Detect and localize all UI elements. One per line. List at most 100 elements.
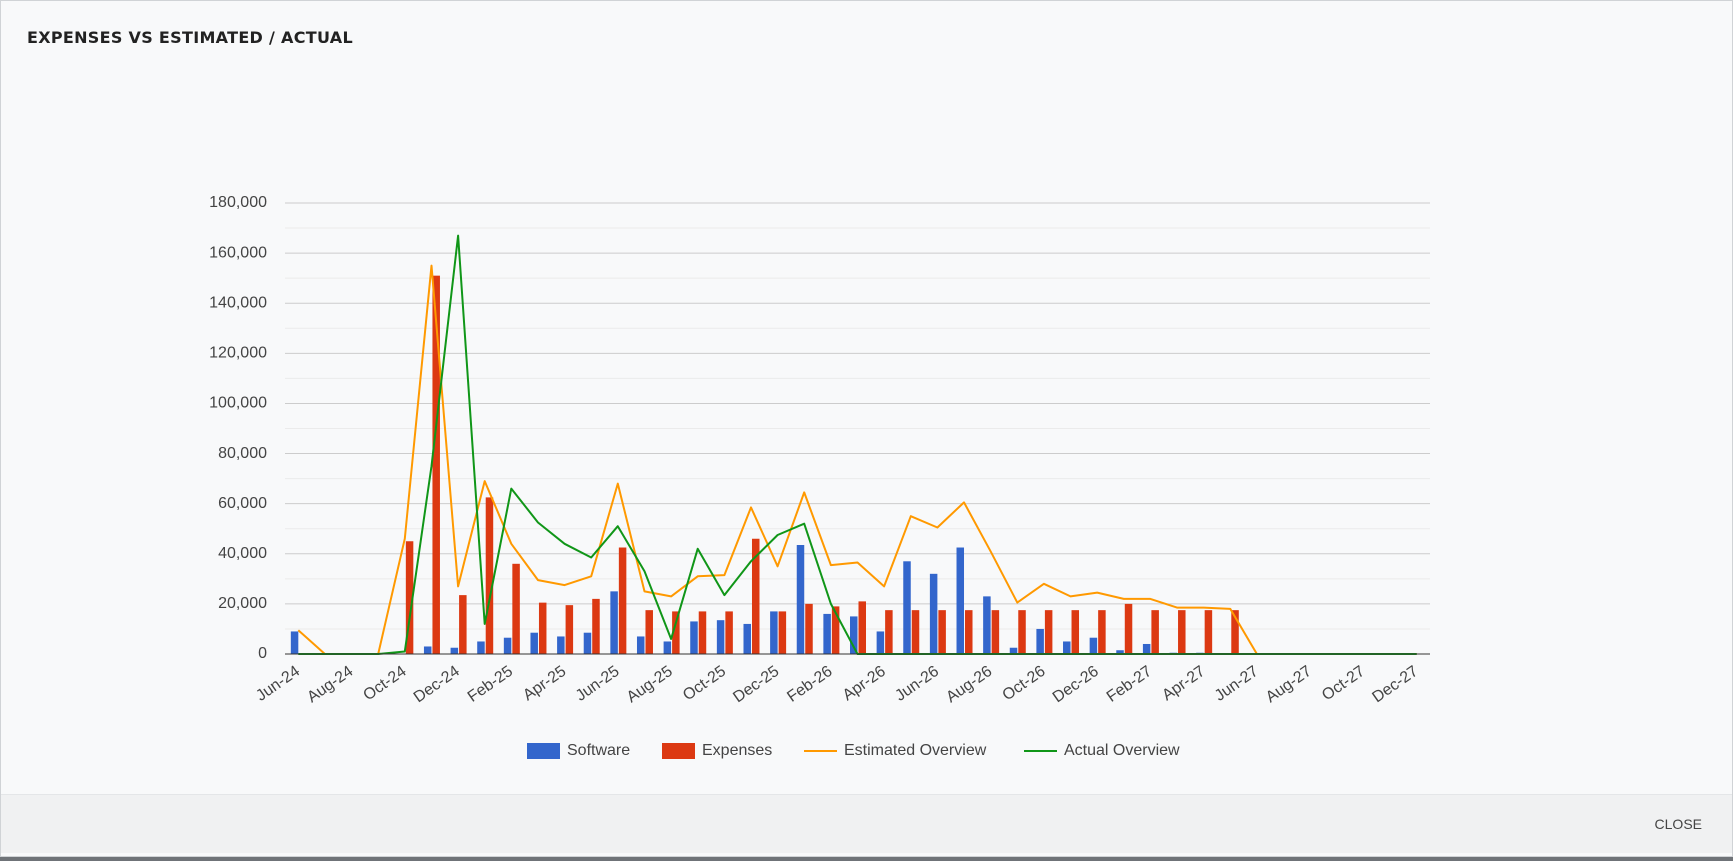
- bar: [858, 601, 866, 654]
- bar: [983, 596, 991, 654]
- bar: [823, 613, 831, 654]
- bar: [956, 547, 965, 654]
- bar: [751, 538, 760, 654]
- bar: [991, 610, 1000, 654]
- bar: [485, 497, 494, 654]
- bar: [477, 641, 485, 654]
- bar: [1009, 647, 1018, 654]
- bar: [743, 623, 751, 654]
- bar: [512, 563, 520, 654]
- bar: [1018, 610, 1026, 654]
- x-tick-label: Apr-25: [520, 663, 569, 705]
- bar: [1098, 610, 1106, 654]
- x-tick-label: Feb-25: [465, 663, 516, 706]
- close-button[interactable]: CLOSE: [1654, 816, 1702, 832]
- bar: [850, 616, 858, 654]
- bar: [1142, 643, 1151, 654]
- bar: [583, 632, 592, 654]
- bar: [876, 631, 885, 654]
- bar: [1044, 610, 1053, 654]
- legend-swatch: [527, 743, 560, 759]
- bar: [1124, 603, 1133, 654]
- bar: [663, 641, 672, 654]
- x-tick-label: Dec-25: [730, 663, 782, 707]
- y-tick-label: 160,000: [209, 244, 267, 261]
- line-series: [297, 264, 1417, 655]
- bar: [450, 647, 459, 654]
- legend-label: Expenses: [702, 742, 772, 759]
- bar: [1036, 628, 1044, 654]
- y-tick-label: 20,000: [218, 595, 267, 612]
- bar: [618, 547, 627, 654]
- x-tick-label: Aug-24: [304, 663, 356, 707]
- bar: [805, 603, 813, 654]
- bar: [423, 646, 432, 654]
- bar: [965, 610, 973, 654]
- bar: [698, 611, 707, 654]
- bar: [1063, 641, 1071, 654]
- bar: [725, 611, 733, 654]
- y-tick-label: 40,000: [218, 545, 267, 562]
- bar: [530, 632, 538, 654]
- x-tick-label: Oct-24: [360, 663, 409, 705]
- x-tick-label: Dec-24: [411, 663, 463, 707]
- bar: [796, 545, 805, 654]
- bar: [903, 561, 911, 654]
- x-tick-label: Oct-27: [1319, 663, 1368, 705]
- dialog-title: EXPENSES VS ESTIMATED / ACTUAL: [27, 28, 353, 47]
- bar: [778, 611, 787, 654]
- bar: [1204, 610, 1213, 654]
- bar: [503, 637, 512, 654]
- bar: [831, 606, 840, 654]
- bar: [405, 541, 414, 654]
- x-tick-label: Oct-26: [1000, 663, 1049, 705]
- x-tick-label: Dec-26: [1050, 663, 1102, 707]
- chart: 0 20,000 40,000 60,000 80,000 100,000 120,000 1…: [209, 194, 1430, 759]
- legend-label: Estimated Overview: [844, 742, 987, 759]
- legend-label: Actual Overview: [1064, 742, 1180, 759]
- bar: [1151, 610, 1159, 654]
- dialog-footer: CLOSE: [1, 794, 1732, 853]
- y-tick-label: 0: [258, 645, 267, 662]
- bar: [1231, 610, 1239, 654]
- x-tick-label: Aug-25: [624, 663, 676, 707]
- bar: [1071, 610, 1080, 654]
- bar: [1089, 637, 1098, 654]
- bar: [1178, 610, 1186, 654]
- x-tick-label: Oct-25: [680, 663, 729, 705]
- y-tick-label: 60,000: [218, 495, 267, 512]
- bar: [690, 621, 698, 654]
- bar: [459, 595, 467, 654]
- legend-swatch: [662, 743, 695, 759]
- y-tick-label: 80,000: [218, 445, 267, 462]
- x-tick-label: Apr-27: [1159, 663, 1208, 705]
- y-tick-label: 100,000: [209, 395, 267, 412]
- bar: [770, 611, 778, 654]
- x-tick-label: Apr-26: [840, 663, 889, 705]
- bar: [911, 610, 920, 654]
- bar: [716, 620, 725, 654]
- x-tick-label: Jun-26: [892, 663, 942, 705]
- x-tick-label: Jun-25: [573, 663, 623, 705]
- x-tick-label: Aug-27: [1263, 663, 1315, 707]
- x-tick-label: Jun-27: [1212, 663, 1262, 705]
- bar: [610, 591, 618, 654]
- y-tick-label: 180,000: [209, 194, 267, 211]
- bar: [1116, 650, 1124, 654]
- y-tick-label: 140,000: [209, 294, 267, 311]
- x-tick-label: Jun-24: [253, 663, 303, 705]
- bar: [432, 275, 440, 654]
- bar: [557, 636, 565, 654]
- bar: [645, 610, 653, 654]
- x-tick-label: Aug-26: [943, 663, 995, 707]
- x-tick-label: Feb-26: [784, 663, 835, 706]
- bar: [885, 610, 893, 654]
- bar: [672, 611, 680, 654]
- legend-label: Software: [567, 742, 630, 759]
- x-tick-label: Dec-27: [1369, 663, 1421, 707]
- bar: [938, 610, 946, 654]
- bar: [565, 605, 574, 654]
- bar: [538, 602, 547, 654]
- line-series: [298, 234, 1417, 655]
